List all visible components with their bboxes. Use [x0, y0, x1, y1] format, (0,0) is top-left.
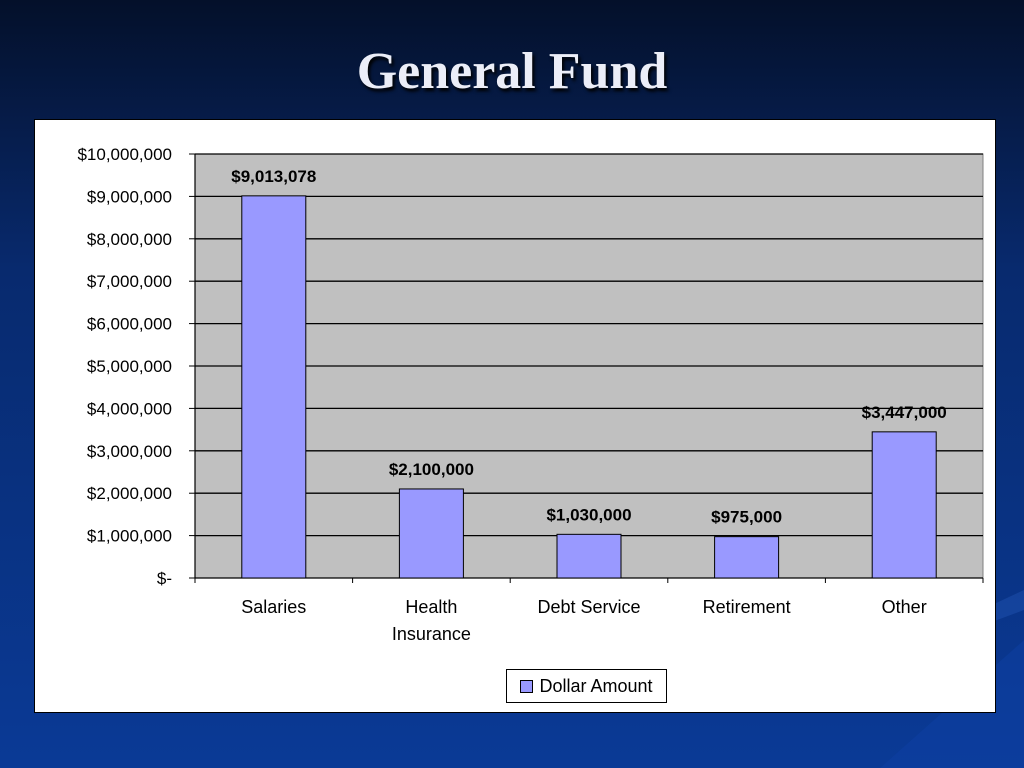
- data-label: $975,000: [711, 508, 782, 527]
- x-tick-label: Health Insurance: [392, 597, 471, 644]
- y-tick-label: $7,000,000: [87, 272, 172, 291]
- bar-health-insurance: [398, 488, 464, 579]
- slide-title: General Fund: [356, 43, 668, 100]
- y-tick-label: $10,000,000: [77, 145, 172, 164]
- y-tick-label: $2,000,000: [87, 484, 172, 503]
- x-tick-label: Debt Service: [537, 597, 640, 617]
- bar-debt-service: [556, 533, 622, 579]
- chart-legend: Dollar Amount: [506, 669, 667, 703]
- y-tick-label: $5,000,000: [87, 357, 172, 376]
- x-tick-label: Retirement: [703, 597, 791, 617]
- bar-salaries: [241, 195, 307, 579]
- y-tick-label: $3,000,000: [87, 442, 172, 461]
- y-tick-label: $6,000,000: [87, 315, 172, 334]
- y-tick-label: $-: [157, 569, 172, 588]
- bar-other: [871, 431, 937, 579]
- y-tick-label: $1,000,000: [87, 527, 172, 546]
- data-label: $9,013,078: [231, 167, 316, 186]
- y-tick-label: $9,000,000: [87, 187, 172, 206]
- x-tick-label: Other: [882, 597, 927, 617]
- bar-retirement: [714, 536, 780, 579]
- legend-label: Dollar Amount: [539, 675, 653, 696]
- bar-chart: $- $1,000,000 $2,000,000 $3,000,000 $4,000,0…: [77, 145, 984, 644]
- y-tick-label: $8,000,000: [87, 230, 172, 249]
- data-label: $1,030,000: [546, 505, 631, 524]
- chart-panel: $- $1,000,000 $2,000,000 $3,000,000 $4,000,0…: [34, 119, 996, 713]
- x-tick-label: Salaries: [241, 597, 306, 617]
- data-label: $3,447,000: [862, 403, 947, 422]
- data-label: $2,100,000: [389, 460, 474, 479]
- y-tick-label: $4,000,000: [87, 399, 172, 418]
- legend-swatch: [520, 679, 534, 693]
